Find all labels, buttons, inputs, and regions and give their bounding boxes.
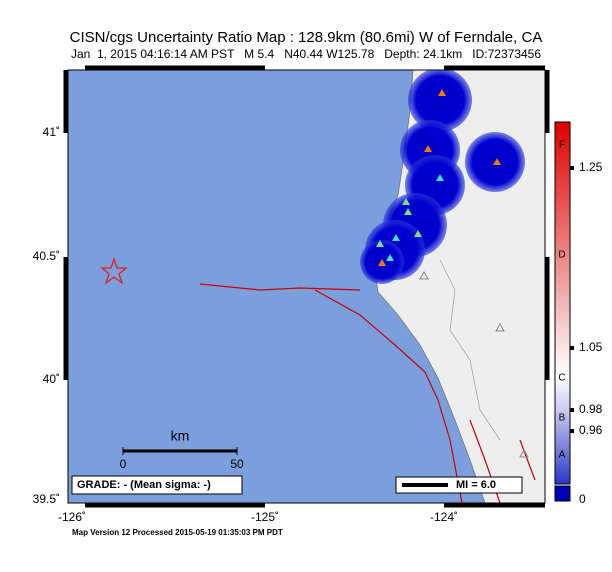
mi-box [395, 476, 523, 494]
colorbar: 1.25 1.05 0.98 0.96 0 F D C B A [554, 121, 603, 506]
colorbar-label: 0.98 [579, 402, 603, 416]
lon-label: -124˚ [430, 510, 458, 524]
grade-letter: C [558, 373, 565, 384]
colorbar-label: 1.25 [579, 160, 603, 174]
grade-box [71, 475, 243, 495]
lat-label: 41˚ [43, 125, 60, 139]
colorbar-label: 0.96 [579, 423, 603, 437]
title: CISN/cgs Uncertainty Ratio Map : 128.9km… [70, 29, 543, 46]
stations [376, 89, 529, 458]
lat-label: 40.5˚ [33, 249, 60, 263]
grade-letter: D [558, 250, 565, 261]
mi-legend: MI = 6.0 [456, 479, 496, 491]
map [68, 70, 545, 503]
scale-bar: km 0 50 [120, 428, 244, 471]
colorbar-label: 1.05 [579, 340, 603, 354]
borders [439, 259, 501, 441]
lon-label: -125˚ [251, 510, 279, 524]
colorbar-label: 0 [579, 492, 586, 506]
grade-letter: A [559, 450, 566, 461]
lon-labels: -126˚ -125˚ -124˚ [58, 510, 458, 524]
scale-label: 50 [230, 457, 244, 471]
lon-label: -126˚ [58, 510, 86, 524]
subtitle: Jan 1, 2015 04:16:14 AM PST M 5.4 N40.44… [71, 47, 541, 61]
grade-letter: B [559, 413, 566, 424]
lat-labels: 41˚ 40.5˚ 40˚ 39.5˚ [33, 125, 60, 506]
scale-unit: km [171, 428, 190, 444]
grade: GRADE: - (Mean sigma: -) [77, 479, 211, 491]
lat-label: 40˚ [43, 372, 60, 386]
lat-label: 39.5˚ [33, 492, 60, 506]
footer: Map Version 12 Processed 2015-05-19 01:3… [72, 528, 283, 537]
epicenter [100, 256, 128, 285]
colorbar-zero [554, 485, 571, 502]
grade-letter: F [559, 140, 565, 151]
scale-label: 0 [120, 457, 127, 471]
frame-ticks [63, 65, 550, 508]
colorbar-scale [554, 121, 571, 485]
